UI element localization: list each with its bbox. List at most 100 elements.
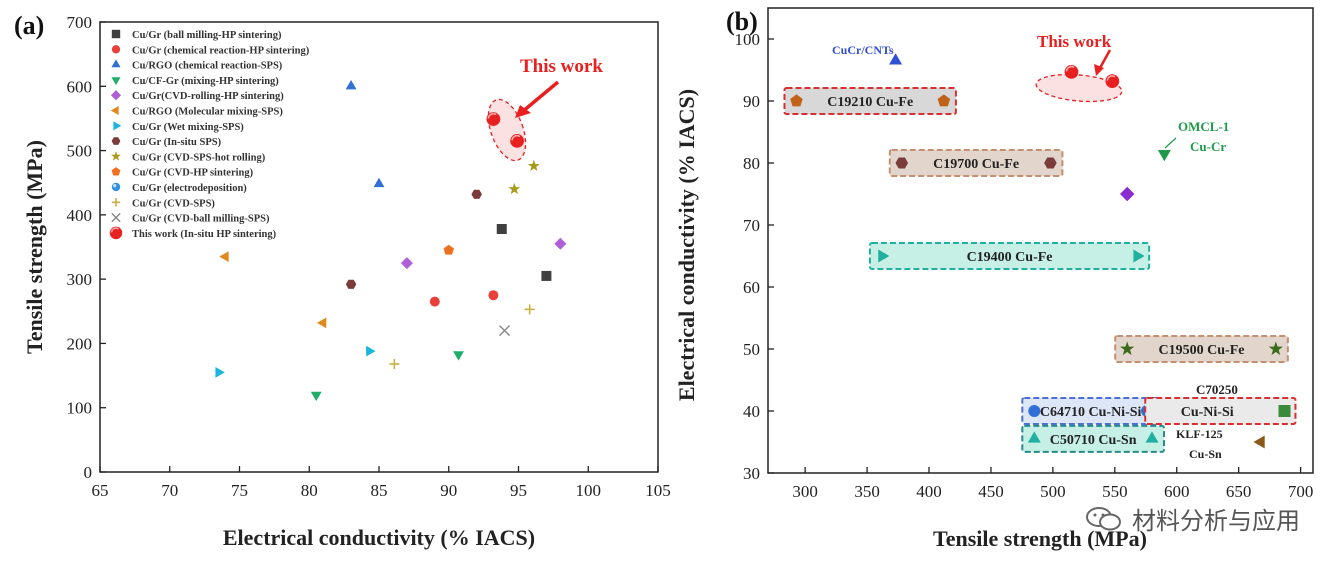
range-marker [1133, 249, 1145, 263]
b-ytick-0: 30 [743, 464, 760, 483]
legend-marker [111, 212, 121, 223]
b-xtick-7: 650 [1226, 482, 1252, 501]
a-ytick-1: 100 [67, 399, 93, 418]
label-omcl-cu-cr: Cu-Cr [1190, 139, 1226, 154]
legend-entry: Cu/Gr (CVD-ball milling-SPS) [132, 214, 270, 225]
panel-a-frame [99, 21, 659, 473]
data-point [215, 366, 225, 378]
c70250-range: Cu-Ni-Si [1144, 397, 1297, 425]
a-ytick-2: 200 [67, 334, 93, 353]
panel-b-labels: CuCr/CNTs OMCL-1 Cu-Cr C70250 KLF-125 Cu… [832, 43, 1238, 461]
range-marker [1044, 157, 1057, 169]
legend-entry: Cu/RGO (chemical reaction-SPS) [132, 61, 283, 72]
data-point [524, 304, 535, 315]
b-xtick-8: 700 [1288, 482, 1314, 501]
a-ytick-4: 400 [67, 206, 93, 225]
range-label: C19700 Cu-Fe [933, 157, 1019, 172]
a-xtick-5: 90 [440, 481, 457, 500]
legend-entry: Cu/Gr(CVD-rolling-HP sintering) [132, 91, 284, 102]
alloy-range: C19210 Cu-Fe [783, 87, 957, 115]
legend-marker [109, 226, 123, 240]
panel-b-this-work-highlight: This work [1035, 32, 1123, 103]
b-xtick-6: 600 [1164, 482, 1190, 501]
legend-marker [111, 77, 121, 86]
data-point [310, 391, 322, 402]
legend-marker [111, 29, 121, 39]
legend-marker [110, 90, 122, 101]
b-xtick-5: 550 [1102, 482, 1128, 501]
range-marker [937, 94, 951, 107]
b-this-work-label: This work [1037, 32, 1112, 51]
panel-a-legend: Cu/Gr (ball milling-HP sintering) Cu/Gr (… [109, 29, 310, 240]
a-xtick-2: 75 [231, 481, 248, 500]
data-point [345, 80, 357, 90]
b-data-point [1278, 405, 1291, 417]
a-xtick-1: 70 [161, 481, 178, 500]
legend-entry: Cu/Gr (Wet mixing-SPS) [132, 122, 244, 133]
range-label: C19210 Cu-Fe [827, 95, 913, 110]
b-data-point [1253, 435, 1265, 449]
range-marker [895, 157, 909, 169]
b-xtick-4: 500 [1040, 482, 1066, 501]
a-xtick-0: 65 [92, 481, 109, 500]
a-xtick-6: 95 [510, 481, 527, 500]
range-marker [1027, 431, 1041, 443]
range-marker [1145, 431, 1159, 443]
data-point [499, 325, 511, 337]
a-ytick-5: 500 [67, 142, 93, 161]
b-xtick-0: 300 [792, 482, 818, 501]
legend-marker [111, 167, 121, 176]
b-this-work-arrow [1098, 49, 1112, 69]
range-label: C64710 Cu-Ni-Si [1040, 405, 1142, 420]
this-work-label: This work [520, 56, 603, 77]
a-xtick-4: 85 [371, 481, 388, 500]
panel-b-ylabel: Electrical conductivity (% IACS) [674, 89, 699, 401]
alloy-range: C50710 Cu-Sn [1021, 424, 1165, 453]
data-point [366, 345, 376, 357]
legend-entry: Cu/Gr (ball milling-HP sintering) [132, 30, 282, 41]
panel-b: (b) 300 350 400 450 500 550 600 650 700 30 40 50 60 7… [674, 7, 1314, 551]
b-ytick-4: 70 [743, 216, 760, 235]
panel-b-ticks: 300 350 400 450 500 550 600 650 700 30 40 50 60 70 80 9… [735, 30, 1314, 501]
this-work-arrow [520, 80, 560, 114]
data-point [443, 244, 454, 255]
b-ytick-6: 90 [743, 92, 760, 111]
alloy-range: C64710 Cu-Ni-Si [1021, 397, 1161, 425]
panel-a-xlabel: Electrical conductivity (% IACS) [223, 525, 535, 550]
b-ytick-5: 80 [743, 154, 760, 173]
legend-entry: This work (In-situ HP sintering) [132, 229, 277, 240]
legend-entry: Cu/Gr (CVD-HP sintering) [132, 168, 254, 179]
range-marker [1120, 341, 1135, 356]
legend-entry: Cu/Gr (electrodeposition) [132, 183, 247, 194]
label-klf-125: KLF-125 [1176, 427, 1223, 441]
panel-a: (a) 65 70 75 80 85 90 95 100 105 0 100 200 300 400 500… [14, 11, 671, 550]
legend-entry: Cu/Gr (chemical reaction-HP sintering) [132, 45, 310, 56]
watermark: 材料分析与应用 [1084, 501, 1300, 536]
b-data-point [1120, 186, 1135, 202]
c70250-sub-label: Cu-Ni-Si [1181, 405, 1234, 420]
alloy-range: C19500 Cu-Fe [1114, 335, 1289, 363]
b-xtick-3: 450 [978, 482, 1004, 501]
b-data-point [1157, 149, 1171, 162]
panel-a-ticks: 65 70 75 80 85 90 95 100 105 0 100 200 300 400 500 600 7… [67, 13, 671, 500]
panel-b-xlabel: Tensile strength (MPa) [933, 526, 1147, 551]
data-point [541, 270, 552, 281]
panel-b-frame [767, 7, 1314, 474]
panel-b-points [889, 53, 1291, 449]
range-marker [1028, 405, 1041, 417]
range-marker [878, 249, 890, 263]
a-ytick-0: 0 [84, 463, 93, 482]
legend-marker [111, 59, 121, 68]
a-xtick-3: 80 [301, 481, 318, 500]
legend-entry: Cu/CF-Gr (mixing-HP sintering) [132, 76, 279, 87]
data-point [486, 112, 501, 126]
range-label: C50710 Cu-Sn [1050, 433, 1137, 448]
legend-marker [111, 45, 121, 54]
panel-a-points [215, 80, 567, 402]
data-point [488, 290, 499, 301]
b-data-point [889, 53, 903, 65]
data-point [508, 182, 521, 195]
alloy-range: C19400 Cu-Fe [868, 242, 1151, 270]
b-ytick-1: 40 [743, 402, 760, 421]
